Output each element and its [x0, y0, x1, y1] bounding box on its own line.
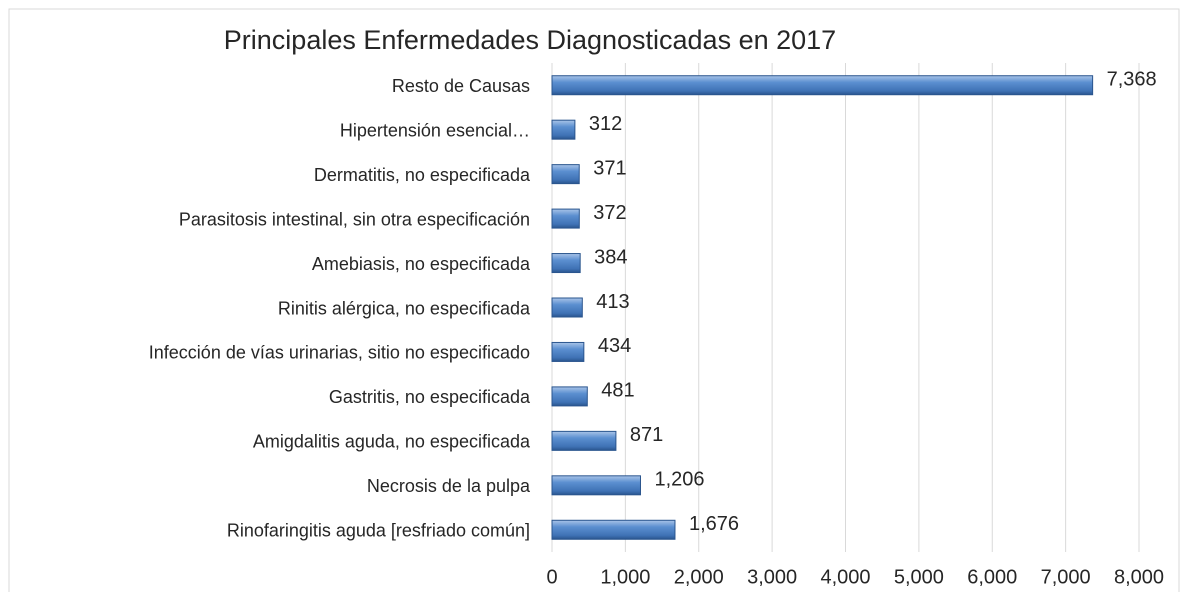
y-tick-label: Dermatitis, no especificada — [314, 165, 531, 185]
x-tick-label: 0 — [546, 566, 557, 588]
chart-border — [8, 8, 1180, 597]
bar — [551, 119, 576, 140]
y-tick-label: Necrosis de la pulpa — [367, 476, 531, 496]
data-label: 372 — [593, 202, 626, 224]
y-tick-label: Rinitis alérgica, no especificada — [278, 298, 531, 318]
x-tick-label: 8,000 — [1114, 566, 1164, 588]
bar — [551, 519, 676, 540]
y-tick-label: Infección de vías urinarias, sitio no es… — [149, 343, 530, 363]
x-tick-label: 2,000 — [674, 566, 724, 588]
bar — [551, 208, 580, 229]
x-tick-label: 4,000 — [820, 566, 870, 588]
bar — [551, 341, 585, 362]
x-tick-label: 7,000 — [1041, 566, 1091, 588]
y-tick-label: Amebiasis, no especificada — [312, 254, 531, 274]
data-label: 1,676 — [689, 513, 739, 535]
x-tick-label: 3,000 — [747, 566, 797, 588]
x-tick-label: 5,000 — [894, 566, 944, 588]
y-tick-label: Parasitosis intestinal, sin otra especif… — [179, 209, 530, 229]
data-label: 1,206 — [654, 469, 704, 491]
data-label: 871 — [630, 424, 663, 446]
data-label: 312 — [589, 113, 622, 135]
y-tick-label: Hipertensión esencial… — [340, 120, 530, 140]
bar — [551, 430, 617, 451]
bar — [551, 297, 583, 318]
y-tick-label: Amigdalitis aguda, no especificada — [253, 432, 531, 452]
data-label: 413 — [596, 291, 629, 313]
bar — [551, 475, 641, 496]
chart-title: Principales Enfermedades Diagnosticadas … — [224, 25, 836, 55]
data-label: 434 — [598, 335, 631, 357]
data-label: 371 — [593, 157, 626, 179]
y-tick-label: Resto de Causas — [392, 76, 530, 96]
y-tick-label: Gastritis, no especificada — [329, 387, 531, 407]
bar — [551, 253, 581, 274]
data-label: 7,368 — [1107, 69, 1157, 91]
data-label: 481 — [601, 380, 634, 402]
bar — [551, 386, 588, 407]
x-tick-label: 6,000 — [967, 566, 1017, 588]
y-tick-label: Rinofaringitis aguda [resfriado común] — [227, 521, 530, 541]
bar — [551, 75, 1094, 96]
bar — [551, 164, 580, 185]
x-tick-label: 1,000 — [600, 566, 650, 588]
data-label: 384 — [594, 246, 627, 268]
